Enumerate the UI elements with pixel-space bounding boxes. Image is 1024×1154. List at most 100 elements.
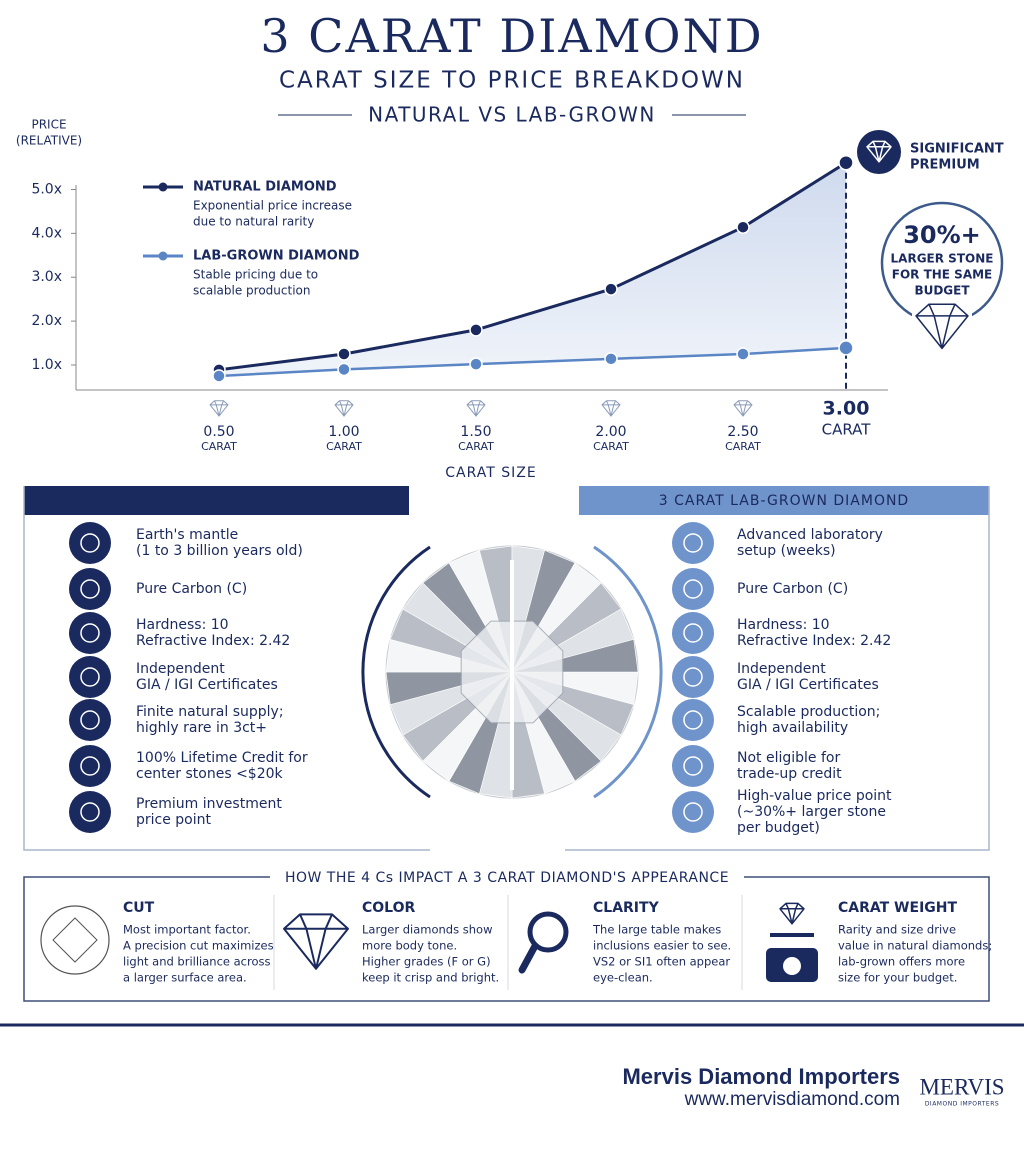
data-point (736, 220, 750, 234)
panel-border (565, 486, 990, 851)
legend-description: scalable production (193, 284, 310, 298)
feature-icon-glyph (80, 756, 100, 776)
feature-icon (672, 791, 714, 833)
feature-icon (672, 522, 714, 564)
color-icon (283, 913, 349, 970)
y-tick-label: 4.0x (31, 225, 62, 241)
x-tick-unit: CARAT (458, 440, 494, 453)
premium-icon (857, 130, 901, 174)
legend-dot (158, 182, 168, 192)
company-name: Mervis Diamond Importers (622, 1064, 900, 1089)
four-cs-text: inclusions easier to see. (593, 939, 731, 953)
y-axis-label: (RELATIVE) (16, 134, 82, 148)
legend-description: due to natural rarity (193, 215, 314, 229)
four-cs-text: value in natural diamonds; (838, 939, 992, 953)
feature-text: price point (136, 812, 212, 828)
feature-text: (~30%+ larger stone (737, 804, 886, 820)
four-cs-text: The large table makes (592, 923, 721, 937)
feature-icon (69, 568, 111, 610)
feature-icon-glyph (80, 623, 100, 643)
x-tick-unit: CARAT (326, 440, 362, 453)
four-cs-text: size for your budget. (838, 971, 957, 985)
data-point (212, 369, 226, 383)
feature-text: per budget) (737, 820, 820, 836)
feature-icon (672, 699, 714, 741)
cut-icon-inner (52, 917, 98, 963)
feature-icon-glyph (683, 756, 703, 776)
feature-icon (672, 656, 714, 698)
four-cs-text: lab-grown offers more (838, 955, 965, 969)
tick-diamond (733, 400, 753, 417)
series-line (218, 161, 847, 372)
data-point (604, 352, 618, 366)
feature-text: Hardness: 10 (737, 617, 830, 633)
four-cs-title: HOW THE 4 Cs IMPACT A 3 CARAT DIAMOND'S … (285, 870, 729, 886)
clarity-handle (518, 942, 539, 974)
panel-title: 3 CARAT NATURAL DIAMOND (105, 493, 329, 509)
feature-text: center stones <$20k (136, 766, 284, 782)
feature-text: Refractive Index: 2.42 (136, 633, 290, 649)
feature-text: 100% Lifetime Credit for (136, 750, 308, 766)
feature-icon-glyph (683, 667, 703, 687)
feature-text: High-value price point (737, 788, 892, 804)
data-point (337, 362, 351, 377)
series-line (218, 346, 847, 378)
feature-text: Not eligible for (737, 750, 840, 766)
data-point (838, 154, 854, 171)
feature-text: highly rare in 3ct+ (136, 720, 267, 736)
x-tick-label: 0.50 (203, 424, 234, 440)
logo: MERVIS (919, 1074, 1004, 1099)
data-point (469, 357, 483, 371)
badge-value: 30%+ (903, 221, 981, 249)
feature-text: Finite natural supply; (136, 704, 284, 720)
feature-icon-glyph (80, 533, 100, 553)
x-axis-label: CARAT SIZE (445, 465, 536, 481)
arc (593, 545, 663, 799)
feature-icon-glyph (683, 802, 703, 822)
four-cs-title-bg (270, 868, 744, 888)
feature-icon (69, 791, 111, 833)
tick-diamond (466, 400, 486, 417)
feature-icon-glyph (80, 667, 100, 687)
x-tick-unit: CARAT (822, 421, 872, 439)
badge-diamond (915, 303, 969, 350)
company-url: www.mervisdiamond.com (684, 1089, 900, 1110)
clarity-icon (527, 911, 569, 953)
panel-header (579, 486, 989, 515)
feature-icon-glyph (683, 579, 703, 599)
cut-icon (40, 905, 110, 975)
data-point (838, 340, 854, 356)
panel-header (24, 486, 409, 515)
four-cs-text: more body tone. (362, 939, 457, 953)
feature-icon-glyph (683, 533, 703, 553)
feature-icon (672, 745, 714, 787)
four-cs-heading: CLARITY (593, 900, 660, 916)
four-cs-text: a larger surface area. (123, 971, 247, 985)
x-tick-label: 1.00 (328, 424, 359, 440)
feature-text: Scalable production; (737, 704, 880, 720)
four-cs-text: Rarity and size drive (838, 923, 956, 937)
legend-description: Exponential price increase (193, 199, 352, 213)
feature-text: Advanced laboratory (737, 527, 883, 543)
tick-diamond (209, 400, 229, 417)
feature-icon-glyph (80, 579, 100, 599)
y-tick-label: 2.0x (31, 313, 62, 329)
feature-icon (69, 699, 111, 741)
feature-text: setup (weeks) (737, 543, 836, 559)
four-cs-text: eye-clean. (593, 971, 653, 985)
data-point (337, 347, 351, 361)
feature-icon (69, 612, 111, 654)
legend-label: NATURAL DIAMOND (193, 180, 337, 195)
panel-title: 3 CARAT LAB-GROWN DIAMOND (659, 493, 909, 509)
premium-icon-glyph (866, 140, 892, 163)
data-point (469, 323, 483, 337)
premium-annotation: PREMIUM (910, 158, 980, 173)
tick-diamond (601, 400, 621, 417)
x-tick-label: 2.50 (727, 424, 758, 440)
y-tick-label: 3.0x (31, 269, 62, 285)
feature-icon (672, 568, 714, 610)
feature-text: GIA / IGI Certificates (737, 677, 879, 693)
feature-icon (69, 522, 111, 564)
legend-dot (158, 251, 168, 261)
